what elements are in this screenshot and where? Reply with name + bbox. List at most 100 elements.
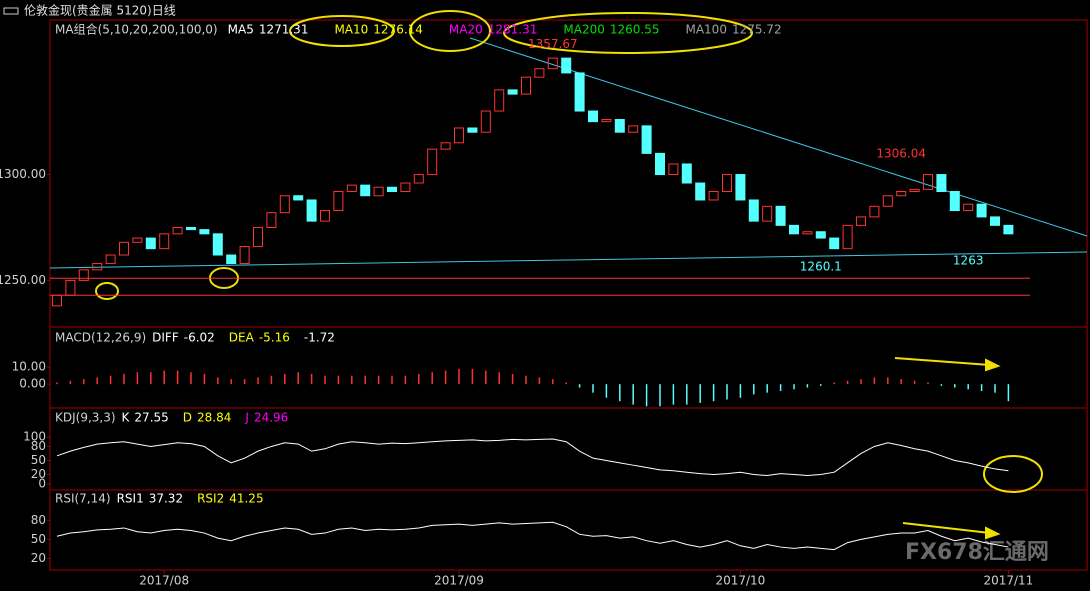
legend-name: RSI2 (197, 492, 224, 506)
rsi-label: RSI(7,14) (55, 492, 111, 506)
candle-body (145, 237, 156, 250)
candle-body (856, 216, 866, 226)
candle-body (748, 199, 759, 222)
candle-body (119, 241, 129, 256)
candle-body (990, 216, 1000, 226)
legend-name: K (122, 411, 131, 425)
legend-value: 1275.72 (732, 23, 782, 37)
kdj-label: KDJ(9,3,3) (55, 411, 116, 425)
candle-body (494, 89, 505, 112)
candle-body (869, 205, 880, 218)
candle-body (159, 233, 170, 250)
legend-value: 1276.14 (373, 23, 423, 37)
candle-body (815, 231, 826, 239)
candle-body (936, 174, 947, 192)
candle-body (507, 89, 518, 95)
candle-body (52, 294, 62, 307)
ma-label: MA组合(5,10,20,200,100,0) (55, 22, 218, 37)
candle-body (65, 279, 76, 296)
y-tick-label: 100 (23, 430, 46, 444)
legend-name: MA5 (228, 23, 254, 37)
legend-value: 1271.31 (259, 23, 309, 37)
arrow (894, 357, 991, 366)
candle-body (949, 190, 960, 212)
candle-body (467, 127, 478, 133)
circle (95, 282, 119, 300)
candle-body (306, 199, 317, 222)
candle-body (1003, 224, 1014, 235)
candle-body (186, 226, 196, 231)
candle-body (963, 203, 974, 212)
candle-body (641, 125, 652, 154)
candle-body (668, 163, 679, 176)
rsi-line (56, 521, 1009, 551)
candle-body (802, 231, 813, 235)
y-tick-label: 1250.00 (0, 273, 46, 287)
candle-body (628, 125, 639, 133)
candle-body (789, 224, 799, 235)
candle-body (574, 72, 585, 112)
kdj-line (56, 438, 1009, 476)
legend-value: -1.72 (304, 331, 335, 345)
arrow-head (985, 358, 1001, 372)
candle-body (829, 237, 840, 250)
legend-value: 28.84 (197, 411, 231, 425)
legend-name: MA20 (449, 23, 483, 37)
y-tick-label: 0.00 (19, 377, 46, 391)
legend-value: 1281.31 (488, 23, 538, 37)
candle-body (534, 68, 545, 78)
legend-value: 1260.55 (610, 23, 660, 37)
candle-body (320, 210, 330, 222)
arrow-head (985, 526, 1001, 540)
candle-body (923, 174, 933, 190)
y-tick-label: 80 (31, 439, 46, 453)
circle (983, 455, 1043, 493)
candle-body (199, 229, 210, 235)
candle-body (896, 190, 907, 197)
candle-body (387, 186, 397, 192)
candle-body (521, 76, 531, 95)
legend-value: 37.32 (149, 492, 183, 506)
legend-name: MA100 (685, 23, 726, 37)
y-tick-label: 20 (31, 551, 46, 565)
candle-body (105, 254, 116, 264)
y-tick-label: 50 (31, 453, 46, 467)
legend-value: -5.16 (259, 331, 290, 345)
candle-body (427, 148, 438, 176)
watermark: FX678汇通网 (905, 540, 1049, 565)
candle-body (212, 233, 223, 256)
candle-body (239, 246, 250, 264)
candle-body (882, 195, 893, 207)
y-tick-label: 80 (31, 513, 46, 527)
trend-line (469, 37, 1088, 237)
x-tick-label: 2017/11 (983, 574, 1033, 588)
candle-body (78, 269, 89, 281)
candle-body (614, 119, 625, 133)
candle-body (708, 190, 719, 201)
candle-body (480, 110, 491, 133)
candle-body (360, 184, 371, 197)
y-tick-label: 1300.00 (0, 167, 46, 181)
candle-body (293, 195, 304, 201)
legend-name: MA10 (334, 23, 368, 37)
legend-value: 41.25 (229, 492, 263, 506)
candle-body (132, 237, 143, 243)
candle-body (909, 188, 920, 192)
annotation: 1306.04 (876, 146, 926, 160)
candle-body (681, 163, 692, 184)
candle-body (588, 110, 598, 123)
candle-body (454, 127, 464, 144)
arrows (894, 357, 1001, 540)
candle-body (735, 174, 746, 201)
candle-body (842, 224, 853, 250)
legend-name: MA200 (563, 23, 604, 37)
y-tick-label: 20 (31, 467, 46, 481)
legend-value: 24.96 (254, 411, 288, 425)
candle-body (346, 184, 357, 192)
circle (503, 12, 753, 54)
candle-body (279, 195, 290, 214)
candle-body (547, 57, 558, 70)
x-tick-label: 2017/10 (715, 574, 765, 588)
candle-body (400, 182, 411, 192)
window-icon (3, 7, 19, 15)
